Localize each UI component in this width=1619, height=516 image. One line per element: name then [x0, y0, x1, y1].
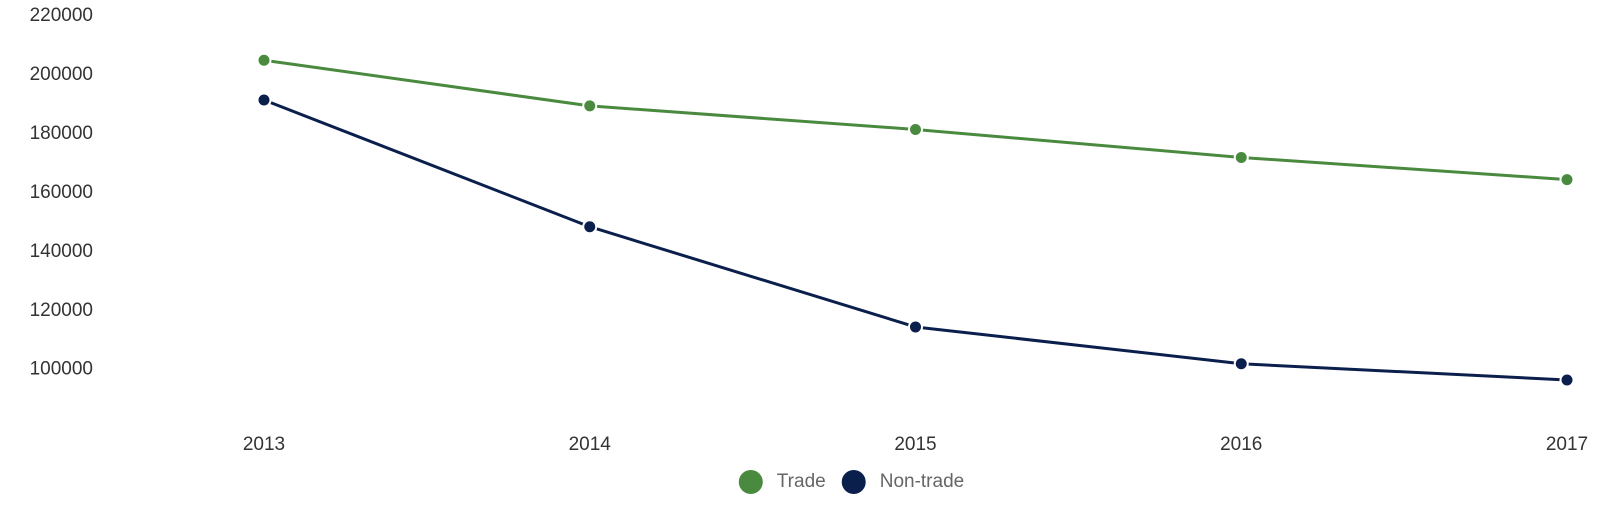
- x-tick-label: 2014: [569, 434, 612, 455]
- x-tick-label: 2013: [243, 434, 285, 455]
- y-tick-label: 100000: [30, 359, 93, 380]
- legend-item-non-trade[interactable]: Non-trade: [841, 470, 965, 494]
- x-axis-ticks: 2013 2014 2015 2016 2017: [243, 434, 1588, 455]
- data-point-trade[interactable]: [582, 98, 598, 114]
- data-point-non-trade[interactable]: [1233, 356, 1249, 372]
- data-point-trade[interactable]: [1559, 172, 1575, 188]
- data-point-non-trade[interactable]: [908, 319, 923, 335]
- series-line-non-trade: [263, 98, 1568, 382]
- series-points: [256, 52, 1575, 388]
- data-point-non-trade[interactable]: [1559, 372, 1575, 388]
- y-tick-label: 200000: [30, 64, 93, 85]
- data-point-non-trade[interactable]: [256, 92, 272, 108]
- legend-label: Trade: [777, 471, 826, 492]
- y-tick-label: 140000: [30, 241, 93, 262]
- x-tick-label: 2017: [1546, 434, 1588, 455]
- legend-marker: [841, 470, 866, 494]
- y-tick-label: 220000: [30, 5, 93, 26]
- legend-label: Non-trade: [880, 471, 965, 492]
- y-tick-label: 160000: [30, 182, 93, 203]
- y-tick-label: 120000: [30, 300, 93, 321]
- data-point-trade[interactable]: [1233, 149, 1249, 165]
- x-tick-label: 2016: [1220, 434, 1262, 455]
- x-tick-label: 2015: [894, 434, 936, 455]
- data-point-trade[interactable]: [256, 52, 272, 68]
- data-point-trade[interactable]: [908, 121, 923, 137]
- y-axis-ticks: 220000 200000 180000 160000 140000 120000 1000…: [30, 5, 93, 380]
- legend-marker: [738, 470, 763, 494]
- data-point-non-trade[interactable]: [582, 219, 598, 235]
- y-tick-label: 180000: [30, 123, 93, 144]
- legend: Trade Non-trade: [738, 470, 965, 494]
- legend-item-trade[interactable]: Trade: [738, 470, 826, 494]
- series-line-trade: [263, 58, 1568, 182]
